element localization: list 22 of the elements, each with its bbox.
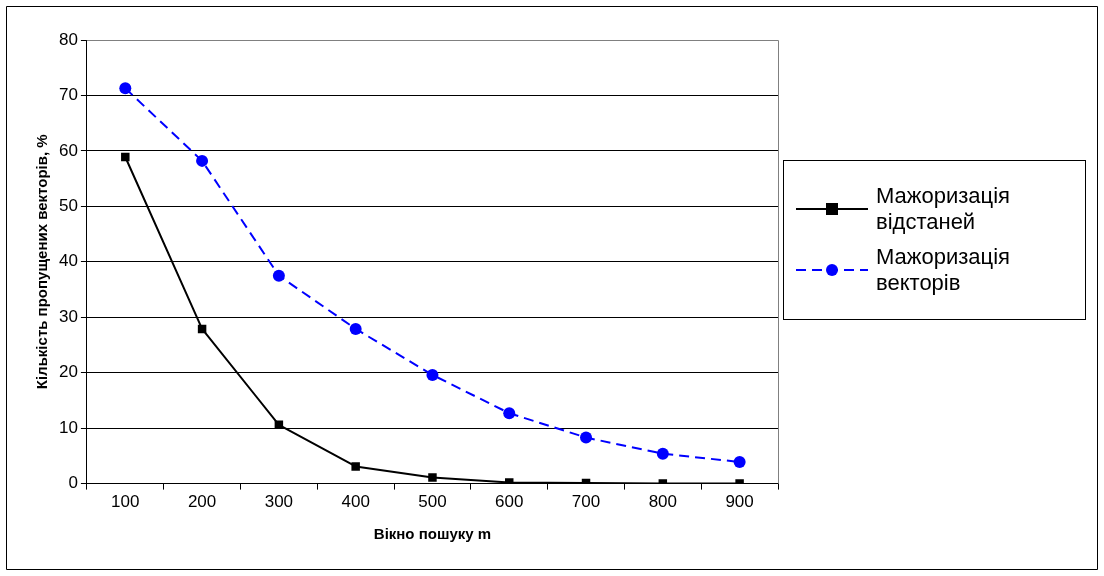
x-tick-label: 600 — [495, 492, 524, 512]
x-tick-label: 300 — [264, 492, 294, 512]
x-tick-label: 400 — [341, 492, 370, 512]
x-axis-title: Вікно пошуку m — [373, 525, 492, 543]
legend-label: Мажоризація векторів — [876, 243, 1011, 297]
legend-label: Мажоризація відстаней — [876, 183, 1011, 236]
y-tick-label: 70 — [58, 85, 78, 105]
y-tick-label: 50 — [58, 196, 78, 216]
y-tick-label: 40 — [58, 251, 78, 271]
x-tick-label: 200 — [187, 492, 217, 512]
y-tick-label: 80 — [58, 29, 78, 49]
y-tick-label: 0 — [68, 473, 78, 493]
y-tick-label: 20 — [58, 362, 78, 382]
x-tick-label: 800 — [648, 492, 678, 512]
x-tick-label: 500 — [418, 492, 447, 512]
x-tick-label: 900 — [725, 492, 754, 512]
y-tick-label: 60 — [58, 140, 78, 160]
x-tick-label: 100 — [111, 492, 140, 512]
x-tick-label: 700 — [571, 492, 601, 512]
y-tick-label: 10 — [58, 417, 78, 437]
y-axis-title: Кількість пропущених векторів, % — [33, 134, 51, 390]
y-tick-label: 30 — [58, 306, 78, 326]
